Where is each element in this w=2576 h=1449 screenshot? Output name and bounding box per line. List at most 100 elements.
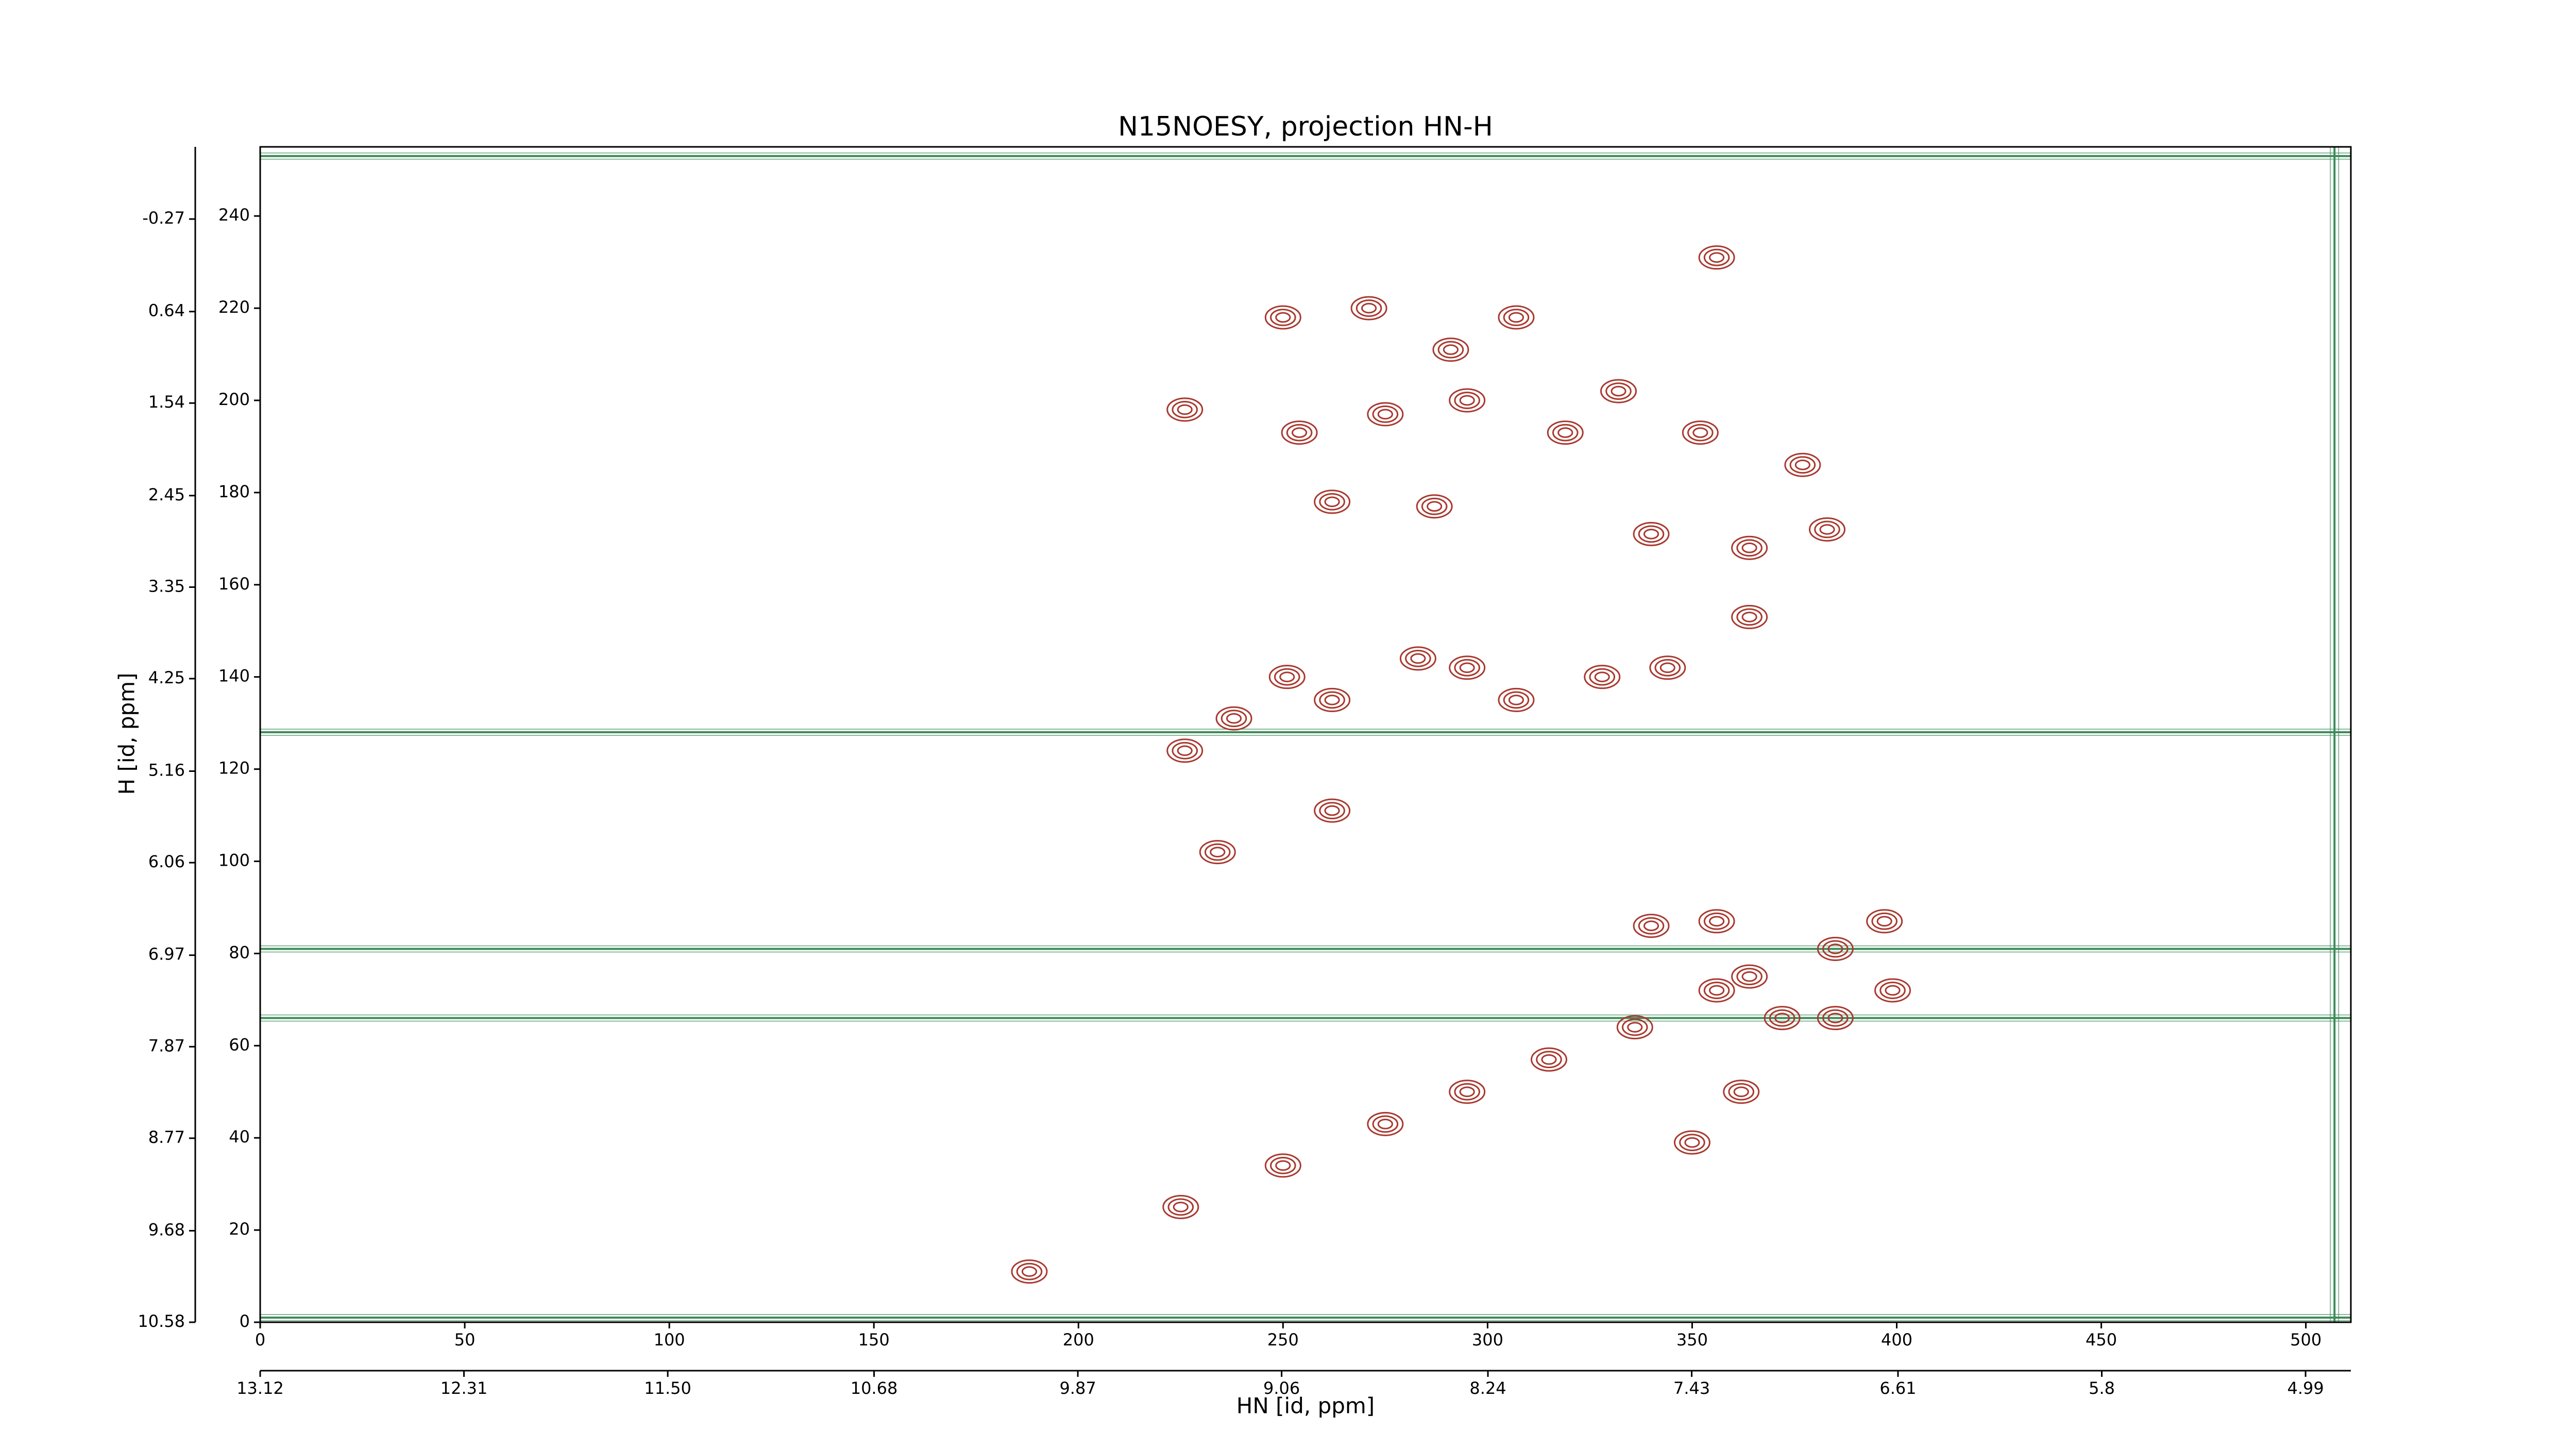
contour-ring: [1885, 985, 1901, 996]
contour-ring: [1324, 695, 1340, 705]
peak: [1874, 978, 1911, 1003]
contour-ring: [1314, 490, 1351, 514]
y2-tick-label: 7.87: [148, 1036, 185, 1055]
contour-ring: [1687, 424, 1714, 442]
contour-ring: [1703, 248, 1730, 266]
y-tick-label: 100: [218, 850, 250, 870]
contour-ring: [1547, 420, 1584, 445]
contour-ring: [1319, 493, 1345, 511]
peak: [1416, 494, 1453, 519]
peak: [1784, 452, 1821, 477]
contour-ring: [1281, 420, 1318, 445]
contour-ring: [1736, 608, 1762, 626]
contour-ring: [1324, 805, 1340, 816]
x-tick-label: 50: [454, 1330, 476, 1350]
y2-tick-label: 4.25: [148, 668, 185, 687]
y-tick-label: 40: [229, 1127, 250, 1147]
contour-ring: [1621, 1018, 1648, 1036]
peak: [1698, 978, 1735, 1003]
contour-ring: [1503, 691, 1530, 709]
contour-ring: [1367, 1111, 1404, 1136]
y-tick-label: 120: [218, 759, 250, 778]
contour-ring: [1819, 524, 1835, 535]
contour-ring: [1204, 843, 1231, 861]
peak: [1698, 245, 1735, 270]
x-axis-label: HN [id, ppm]: [1236, 1393, 1375, 1419]
contour-ring: [1627, 1022, 1643, 1033]
contour-ring: [1172, 400, 1198, 418]
peak: [1673, 1130, 1710, 1155]
y-tick-label: 0: [240, 1311, 250, 1331]
peak: [1731, 964, 1768, 989]
contour-ring: [1659, 662, 1675, 673]
peak: [1547, 420, 1584, 445]
contour-ring: [1291, 427, 1308, 438]
contour-ring: [1177, 745, 1193, 756]
contour-ring: [1874, 978, 1911, 1003]
peak: [1314, 490, 1351, 514]
contour-ring: [1319, 691, 1345, 709]
x2-tick-label: 9.87: [1059, 1378, 1096, 1398]
peak: [1764, 1006, 1801, 1031]
contour-ring: [1679, 1134, 1705, 1152]
peak: [1616, 1015, 1653, 1040]
peak: [1731, 604, 1768, 629]
contour-ring: [1769, 1009, 1795, 1027]
peak: [1449, 655, 1486, 680]
contour-ring: [1226, 713, 1242, 724]
contour-ring: [1361, 302, 1377, 314]
contour-ring: [1021, 1266, 1038, 1277]
contour-ring: [1275, 1160, 1291, 1171]
contour-ring: [1817, 1006, 1854, 1031]
y-tick-label: 80: [229, 942, 250, 962]
contour-ring: [1789, 456, 1816, 474]
contour-ring: [1437, 341, 1464, 359]
contour-ring: [1557, 427, 1573, 438]
x-tick-label: 500: [2290, 1330, 2321, 1350]
contour-ring: [1643, 920, 1659, 932]
y2-tick-label: 1.54: [148, 392, 185, 412]
x2-tick-label: 13.12: [236, 1378, 284, 1398]
y-tick-label: 20: [229, 1219, 250, 1239]
contour-ring: [1814, 520, 1840, 538]
contour-ring: [1498, 687, 1535, 712]
contour-ring: [1199, 840, 1236, 865]
contour-ring: [1324, 496, 1340, 508]
contour-ring: [1264, 305, 1301, 330]
y-tick-label: 240: [218, 205, 250, 225]
contour-ring: [1741, 542, 1757, 553]
y2-tick-label: -0.27: [142, 208, 185, 228]
contour-ring: [1731, 964, 1768, 989]
x-tick-label: 450: [2086, 1330, 2117, 1350]
x2-tick-label: 11.50: [644, 1378, 691, 1398]
contour-ring: [1268, 665, 1306, 689]
contour-ring: [1822, 940, 1849, 958]
contour-ring: [1654, 659, 1681, 677]
contour-ring: [1673, 1130, 1710, 1155]
peak: [1723, 1080, 1760, 1104]
contour-ring: [1703, 982, 1730, 999]
contour-ring: [1443, 344, 1459, 355]
contour-ring: [1552, 424, 1579, 442]
contour-ring: [1708, 985, 1725, 996]
contour-ring: [1536, 1051, 1562, 1069]
contour-ring: [1221, 710, 1247, 728]
x2-tick-label: 7.43: [1673, 1378, 1710, 1398]
contour-ring: [1733, 1086, 1749, 1098]
x2-tick-label: 6.61: [1879, 1378, 1916, 1398]
contour-ring: [1616, 1015, 1653, 1040]
contour-ring: [1166, 738, 1204, 763]
contour-ring: [1167, 1198, 1194, 1216]
contour-ring: [1708, 916, 1725, 927]
y2-tick-label: 5.16: [148, 761, 185, 780]
y-tick-label: 140: [218, 666, 250, 686]
contour-ring: [1649, 655, 1686, 680]
peak: [1698, 909, 1735, 934]
peak: [1531, 1047, 1568, 1072]
contour-ring: [1350, 296, 1387, 321]
contour-ring: [1638, 525, 1665, 543]
contour-ring: [1367, 402, 1404, 427]
contour-ring: [1822, 1009, 1849, 1027]
contour-ring: [1270, 1156, 1296, 1174]
contour-ring: [1817, 936, 1854, 961]
